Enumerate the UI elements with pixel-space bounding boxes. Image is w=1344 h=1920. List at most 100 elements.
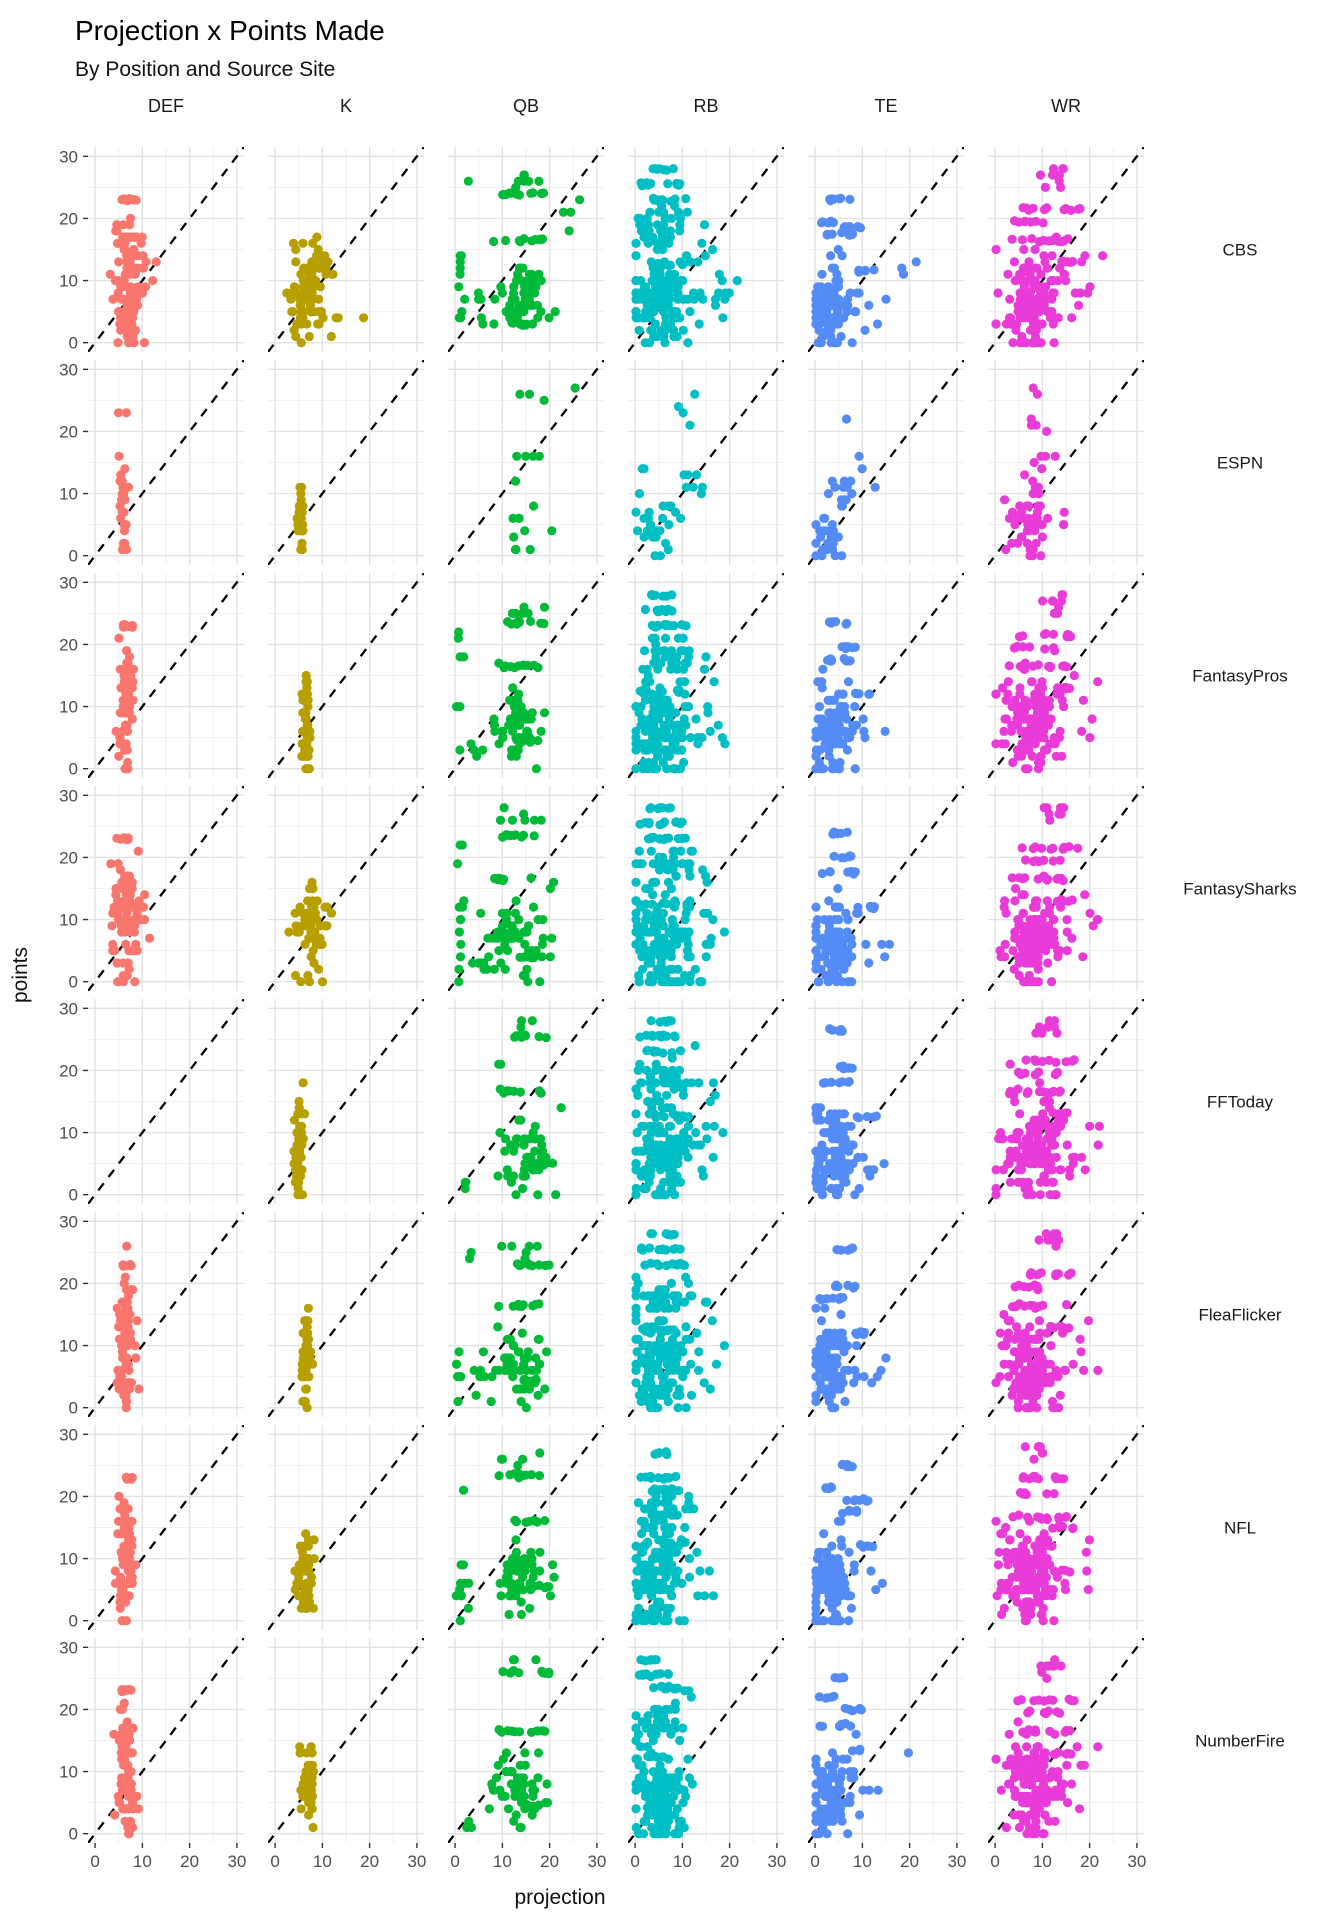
panel-FantasySharks-K: [268, 786, 424, 991]
points-CBS-QB: [454, 170, 585, 330]
identity-reference-line: [988, 1638, 1144, 1843]
panel-NFL-K: [268, 1425, 424, 1630]
points-CBS-RB: [631, 164, 742, 348]
panel-NumberFire-WR: 0 10 20 30 NumberFire: [988, 1638, 1285, 1871]
identity-reference-line: [268, 786, 424, 991]
panel-FantasySharks-QB: [448, 786, 604, 991]
panel-FantasySharks-WR: FantasySharks: [988, 786, 1297, 991]
y-tick-label: 30: [59, 1425, 78, 1444]
points-FleaFlicker-DEF: [112, 1241, 144, 1413]
facet-row-label-ESPN: ESPN: [1217, 454, 1263, 473]
points-FantasySharks-DEF: [106, 833, 155, 987]
panel-FFToday-WR: FFToday: [988, 999, 1274, 1204]
points-ESPN-K: [292, 482, 308, 555]
y-tick-label: 30: [59, 999, 78, 1018]
points-NumberFire-QB: [462, 1655, 554, 1833]
points-FFToday-RB: [631, 1016, 728, 1200]
panel-NFL-TE: [808, 1425, 964, 1630]
panel-FFToday-TE: [808, 999, 964, 1204]
chart-subtitle: By Position and Source Site: [75, 58, 335, 81]
points-FleaFlicker-TE: [811, 1243, 891, 1413]
panel-NumberFire-K: 0 10 20 30: [268, 1638, 426, 1871]
x-tick-label: 30: [947, 1852, 966, 1871]
y-tick-label: 10: [59, 911, 78, 930]
y-tick-label: 20: [59, 1061, 78, 1080]
x-tick-label: 20: [900, 1852, 919, 1871]
y-tick-label: 30: [59, 360, 78, 379]
panel-FantasySharks-TE: [808, 786, 964, 991]
panel-FleaFlicker-DEF: 0 10 20 30: [59, 1212, 244, 1418]
points-NFL-QB: [451, 1448, 559, 1626]
y-tick-label: 30: [59, 1638, 78, 1657]
y-tick-label: 0: [69, 1612, 78, 1631]
identity-reference-line: [88, 573, 244, 778]
x-tick-label: 10: [493, 1852, 512, 1871]
panel-FFToday-DEF: 0 10 20 30: [59, 999, 244, 1205]
x-tick-label: 20: [360, 1852, 379, 1871]
facet-column-label-RB: RB: [693, 96, 718, 116]
points-FleaFlicker-WR: [991, 1229, 1103, 1413]
x-tick-label: 10: [673, 1852, 692, 1871]
points-CBS-TE: [811, 193, 921, 348]
identity-reference-line: [268, 1212, 424, 1417]
facet-row-label-FleaFlicker: FleaFlicker: [1198, 1306, 1281, 1325]
panel-ESPN-K: [268, 360, 424, 565]
x-tick-label: 30: [767, 1852, 786, 1871]
panel-FantasyPros-RB: [628, 573, 784, 778]
points-FantasySharks-QB: [453, 803, 559, 987]
y-tick-label: 20: [59, 848, 78, 867]
identity-reference-line: [88, 786, 244, 991]
points-NFL-RB: [631, 1447, 719, 1626]
panel-CBS-K: K: [268, 96, 424, 352]
panel-FFToday-K: [268, 999, 424, 1204]
y-tick-label: 0: [69, 1825, 78, 1844]
y-tick-label: 20: [59, 1487, 78, 1506]
y-axis-title: points: [9, 947, 32, 1003]
identity-reference-line: [448, 786, 604, 991]
y-tick-label: 0: [69, 1399, 78, 1418]
points-NumberFire-TE: [811, 1672, 914, 1839]
y-tick-label: 20: [59, 1274, 78, 1293]
points-ESPN-QB: [508, 383, 580, 555]
points-CBS-WR: [991, 164, 1108, 348]
y-tick-label: 30: [59, 1212, 78, 1231]
panel-ESPN-TE: [808, 360, 964, 565]
y-tick-label: 30: [59, 786, 78, 805]
panel-NumberFire-TE: 0 10 20 30: [808, 1638, 966, 1871]
y-tick-label: 10: [59, 1763, 78, 1782]
y-tick-label: 0: [69, 760, 78, 779]
points-FantasyPros-K: [297, 670, 315, 774]
points-FantasyPros-RB: [631, 590, 730, 774]
y-tick-label: 10: [59, 1124, 78, 1143]
panel-FFToday-RB: [628, 999, 784, 1204]
y-tick-label: 0: [69, 547, 78, 566]
x-tick-label: 10: [133, 1852, 152, 1871]
panel-FantasyPros-WR: FantasyPros: [988, 573, 1288, 778]
points-FantasySharks-TE: [811, 827, 895, 987]
points-FantasyPros-WR: [991, 590, 1103, 774]
x-tick-label: 10: [853, 1852, 872, 1871]
points-FleaFlicker-QB: [451, 1241, 554, 1413]
chart-title: Projection x Points Made: [75, 15, 385, 46]
x-tick-label: 10: [313, 1852, 332, 1871]
points-FleaFlicker-K: [297, 1303, 318, 1413]
x-tick-label: 30: [1127, 1852, 1146, 1871]
identity-reference-line: [268, 147, 424, 352]
panel-FantasyPros-K: [268, 573, 424, 778]
y-tick-label: 20: [59, 1700, 78, 1719]
x-tick-label: 30: [227, 1852, 246, 1871]
identity-reference-line: [988, 573, 1144, 778]
panel-FantasyPros-QB: [448, 573, 604, 778]
points-FFToday-TE: [811, 1024, 889, 1200]
x-tick-label: 20: [1080, 1852, 1099, 1871]
points-FantasySharks-RB: [631, 803, 730, 987]
panel-FantasyPros-TE: [808, 573, 964, 778]
panel-FleaFlicker-RB: [628, 1212, 784, 1417]
panel-CBS-WR: WR CBS: [988, 96, 1257, 352]
panel-NumberFire-DEF: 0 10 20 30 0 10 20 30: [59, 1638, 246, 1871]
identity-reference-line: [88, 147, 244, 352]
panel-FantasySharks-DEF: 0 10 20 30: [59, 786, 244, 992]
panel-CBS-RB: RB: [628, 96, 784, 352]
points-FFToday-QB: [460, 1016, 566, 1200]
y-tick-label: 0: [69, 334, 78, 353]
